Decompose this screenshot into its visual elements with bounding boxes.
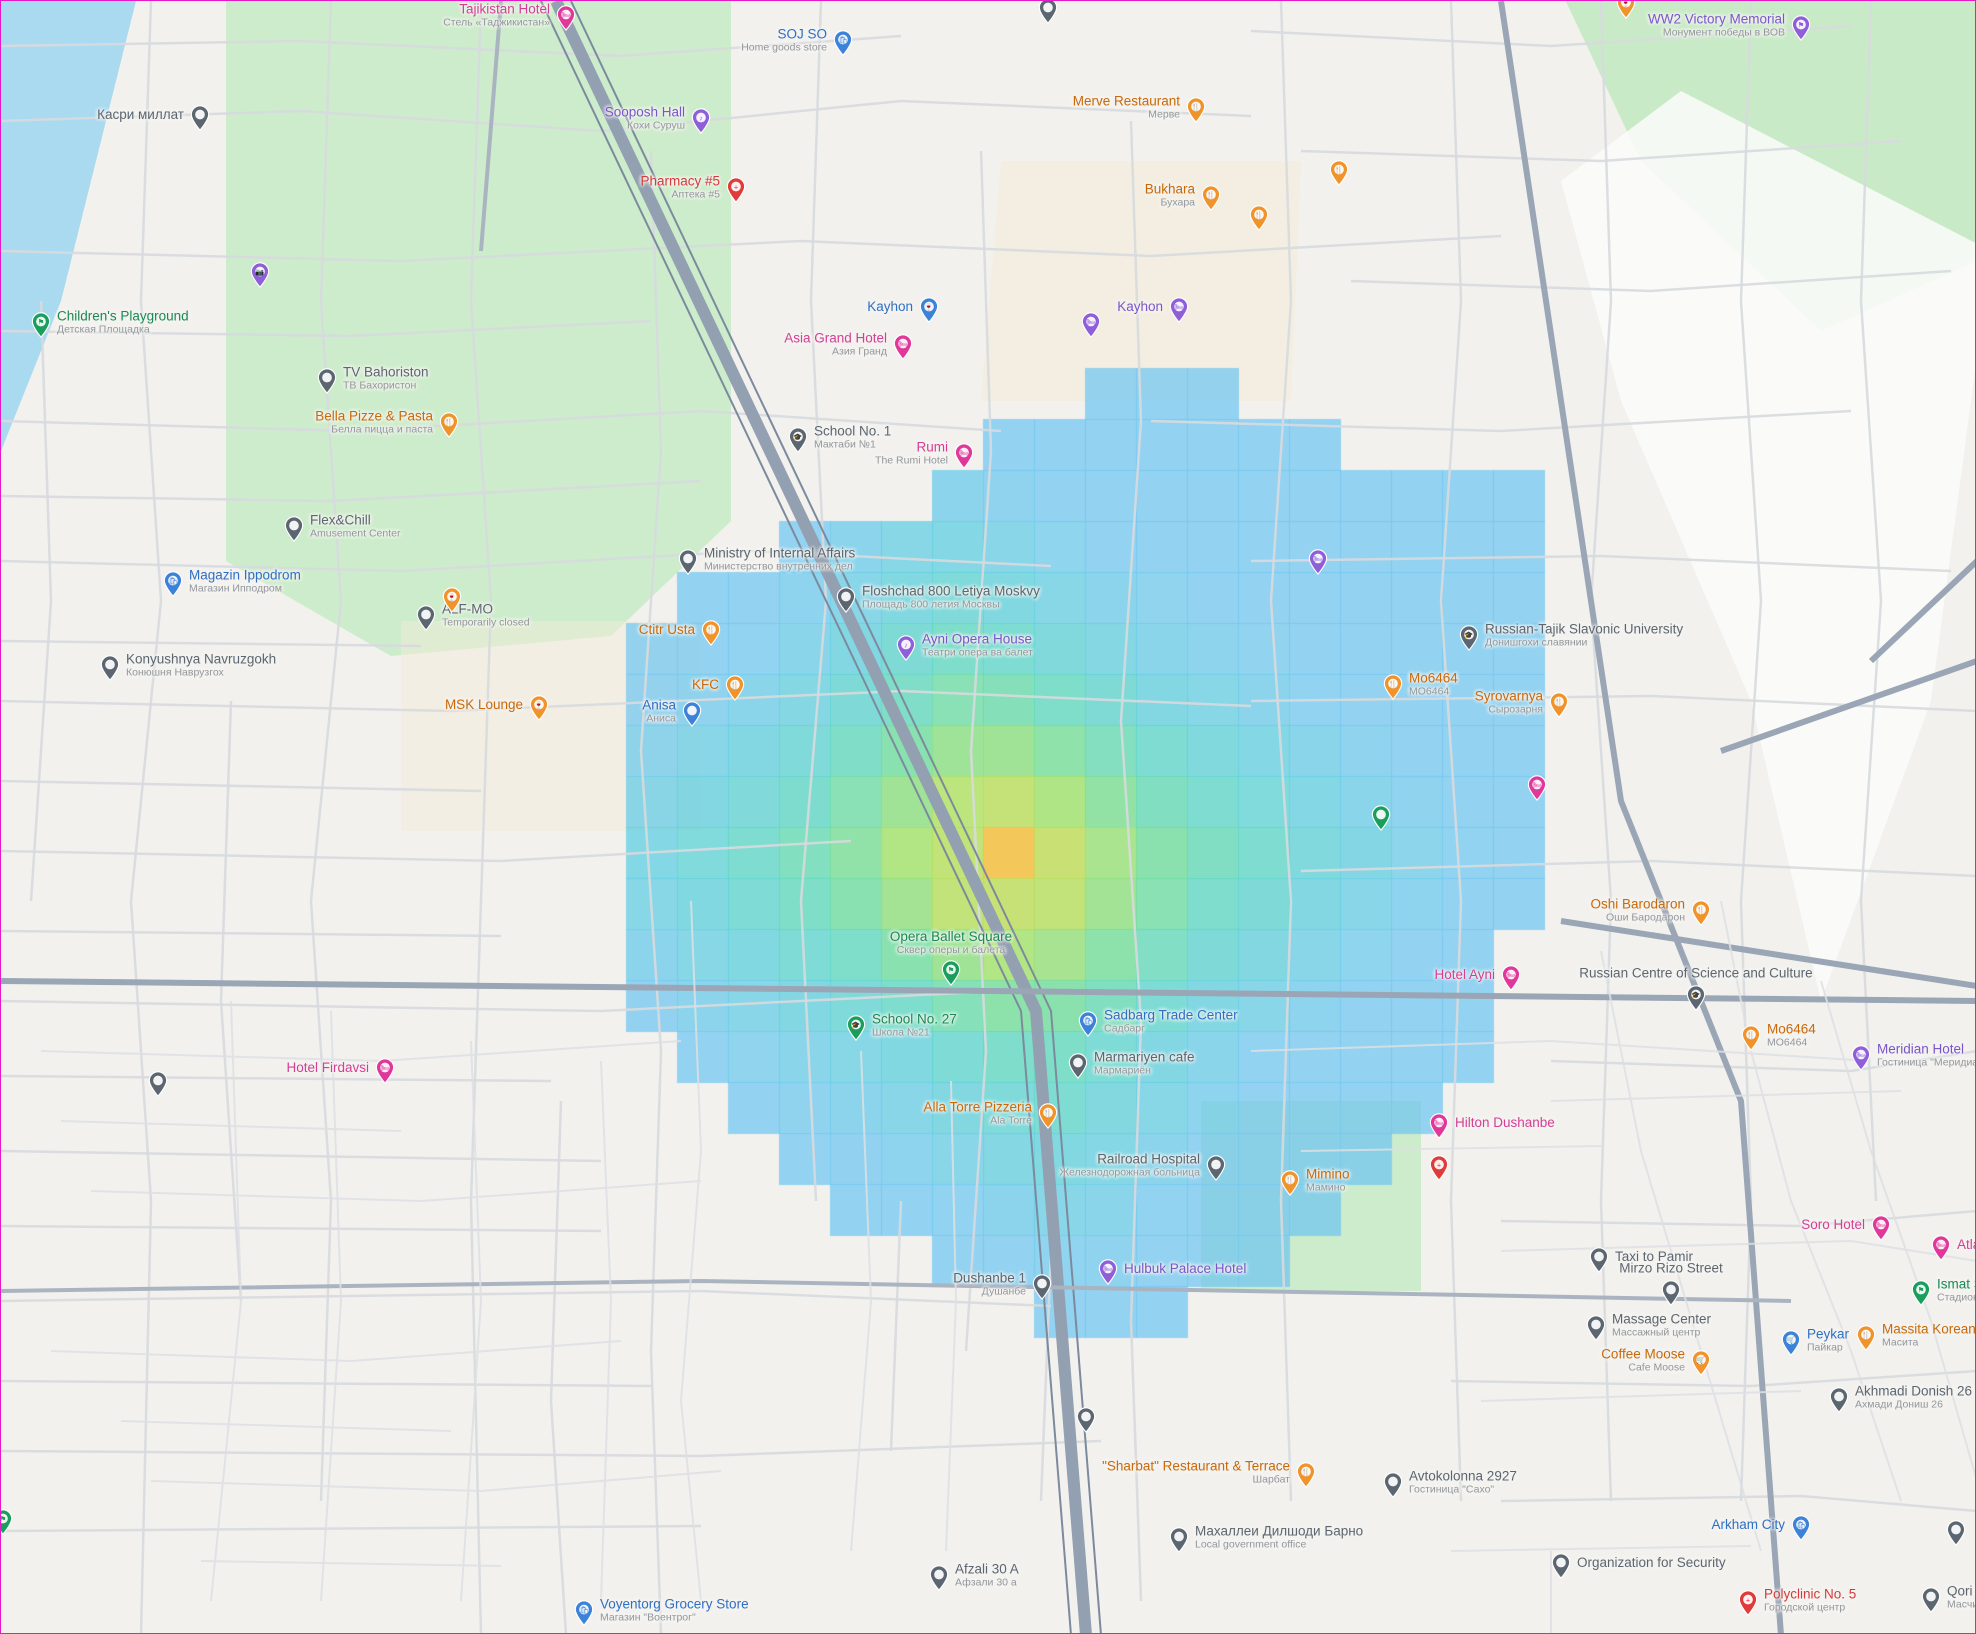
svg-text:🛍: 🛍 [168, 576, 177, 585]
svg-text:🍴: 🍴 [1285, 1175, 1294, 1184]
svg-text:🍴: 🍴 [1254, 210, 1263, 219]
svg-text:🛏: 🛏 [1856, 1050, 1865, 1059]
svg-text:🍴: 🍴 [1334, 165, 1343, 174]
svg-text:🎓: 🎓 [851, 1020, 860, 1029]
svg-text:⚑: ⚑ [1798, 20, 1805, 29]
svg-text:⚑: ⚑ [38, 317, 45, 326]
svg-text:🛏: 🛏 [1506, 970, 1515, 979]
svg-text:🍴: 🍴 [1301, 1467, 1310, 1476]
svg-text:🛏: 🛏 [1174, 302, 1183, 311]
svg-text:♪: ♪ [699, 113, 703, 122]
svg-text:🛍: 🛍 [1796, 1520, 1805, 1529]
svg-text:🎓: 🎓 [1464, 630, 1473, 639]
svg-text:🛏: 🛏 [380, 1063, 389, 1072]
svg-text:🛏: 🛏 [1103, 1264, 1112, 1273]
svg-text:🛒: 🛒 [1696, 1355, 1705, 1364]
svg-text:🛏: 🛏 [959, 448, 968, 457]
svg-text:🛍: 🛍 [1083, 1016, 1092, 1025]
svg-text:⚑: ⚑ [948, 965, 955, 974]
svg-text:🛒: 🛒 [1786, 1335, 1795, 1344]
svg-text:🛏: 🛏 [561, 10, 570, 19]
svg-text:🎓: 🎓 [793, 432, 802, 441]
svg-text:+: + [734, 182, 738, 191]
svg-text:🛍: 🛍 [579, 1605, 588, 1614]
svg-text:🛏: 🛏 [1532, 780, 1541, 789]
svg-text:🛏: 🛏 [1936, 1240, 1945, 1249]
svg-text:🍴: 🍴 [1746, 1030, 1755, 1039]
svg-text:🛏: 🛏 [1434, 1118, 1443, 1127]
svg-text:🍴: 🍴 [706, 625, 715, 634]
svg-text:🛏: 🛏 [1876, 1220, 1885, 1229]
svg-text:🍷: 🍷 [924, 302, 933, 311]
svg-text:🍴: 🍴 [1191, 102, 1200, 111]
svg-text:+: + [1437, 1160, 1441, 1169]
svg-text:🍴: 🍴 [1861, 1330, 1870, 1339]
svg-text:⚑: ⚑ [1918, 1285, 1925, 1294]
svg-text:🛏: 🛏 [898, 339, 907, 348]
svg-text:🍷: 🍷 [447, 592, 456, 601]
svg-text:🎓: 🎓 [1691, 990, 1700, 999]
svg-text:♪: ♪ [904, 640, 908, 649]
svg-text:🛏: 🛏 [1313, 554, 1322, 563]
svg-text:🍴: 🍴 [1554, 697, 1563, 706]
svg-text:🛏: 🛏 [1086, 317, 1095, 326]
svg-text:📷: 📷 [255, 267, 264, 276]
svg-text:⚑: ⚑ [0, 1514, 6, 1523]
svg-text:🍷: 🍷 [534, 700, 543, 709]
svg-text:🍴: 🍴 [444, 417, 453, 426]
svg-text:🍴: 🍴 [1043, 1108, 1052, 1117]
svg-text:🍴: 🍴 [1206, 190, 1215, 199]
svg-text:🍴: 🍴 [730, 680, 739, 689]
svg-text:+: + [1746, 1595, 1750, 1604]
svg-text:🍷: 🍷 [1621, 0, 1630, 7]
svg-text:🛍: 🛍 [838, 35, 847, 44]
svg-text:🍴: 🍴 [1696, 905, 1705, 914]
svg-text:🍴: 🍴 [1388, 679, 1397, 688]
